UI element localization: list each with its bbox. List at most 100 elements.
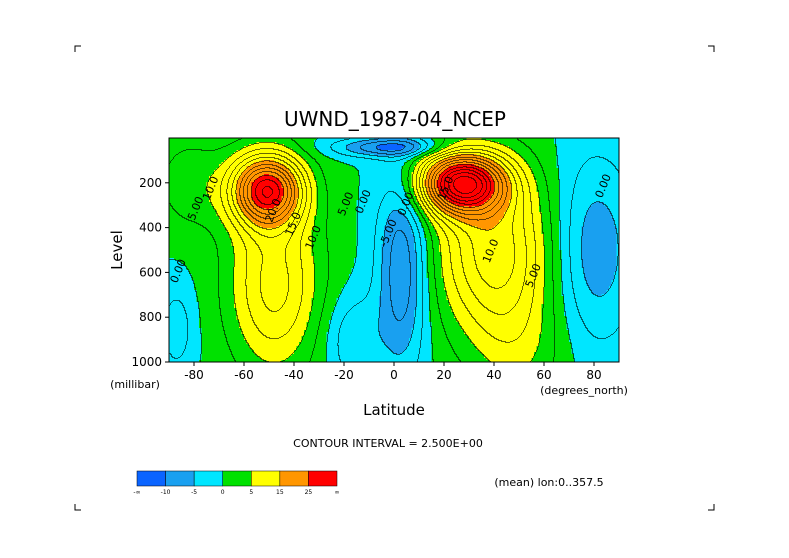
field-cell bbox=[552, 140, 555, 142]
field-cell bbox=[409, 162, 412, 164]
field-cell bbox=[472, 172, 475, 174]
field-cell bbox=[222, 152, 225, 154]
field-cell bbox=[492, 142, 495, 144]
field-cell bbox=[174, 152, 177, 154]
field-cell bbox=[522, 146, 525, 148]
field-cell bbox=[332, 150, 335, 152]
field-cell bbox=[354, 178, 357, 180]
field-cell bbox=[354, 154, 357, 156]
field-cell bbox=[564, 150, 567, 152]
field-cell bbox=[329, 180, 332, 182]
field-cell bbox=[569, 182, 572, 184]
field-cell bbox=[392, 150, 395, 152]
field-cell bbox=[547, 186, 550, 188]
field-cell bbox=[304, 164, 307, 166]
field-cell bbox=[362, 152, 365, 154]
field-cell bbox=[587, 178, 590, 180]
field-cell bbox=[522, 144, 525, 146]
field-cell bbox=[234, 144, 237, 146]
field-cell bbox=[312, 190, 315, 192]
field-cell bbox=[202, 162, 205, 164]
field-cell bbox=[184, 142, 187, 144]
field-cell bbox=[312, 166, 315, 168]
field-cell bbox=[174, 150, 177, 152]
field-cell bbox=[247, 180, 250, 182]
field-cell bbox=[587, 190, 590, 192]
field-cell bbox=[579, 188, 582, 190]
field-cell bbox=[357, 190, 360, 192]
field-cell bbox=[179, 162, 182, 164]
field-cell bbox=[467, 174, 470, 176]
field-cell bbox=[299, 158, 302, 160]
field-cell bbox=[569, 146, 572, 148]
field-cell bbox=[452, 174, 455, 176]
field-cell bbox=[317, 142, 320, 144]
field-cell bbox=[344, 166, 347, 168]
field-cell bbox=[392, 184, 395, 186]
field-cell bbox=[237, 156, 240, 158]
field-cell bbox=[377, 146, 380, 148]
field-cell bbox=[387, 186, 390, 188]
field-cell bbox=[289, 152, 292, 154]
field-cell bbox=[577, 182, 580, 184]
field-cell bbox=[507, 172, 510, 174]
field-cell bbox=[512, 190, 515, 192]
field-cell bbox=[522, 178, 525, 180]
field-cell bbox=[502, 162, 505, 164]
field-cell bbox=[417, 172, 420, 174]
field-cell bbox=[437, 152, 440, 154]
field-cell bbox=[239, 154, 242, 156]
field-cell bbox=[592, 184, 595, 186]
field-cell bbox=[362, 156, 365, 158]
field-cell bbox=[539, 182, 542, 184]
field-cell bbox=[307, 192, 310, 194]
field-cell bbox=[602, 148, 605, 150]
field-cell bbox=[482, 146, 485, 148]
field-cell bbox=[432, 160, 435, 162]
field-cell bbox=[574, 152, 577, 154]
field-cell bbox=[332, 184, 335, 186]
field-cell bbox=[232, 164, 235, 166]
field-cell bbox=[602, 164, 605, 166]
field-cell bbox=[304, 146, 307, 148]
field-cell bbox=[237, 176, 240, 178]
field-cell bbox=[524, 186, 527, 188]
field-cell bbox=[272, 174, 275, 176]
field-cell bbox=[217, 168, 220, 170]
field-cell bbox=[197, 180, 200, 182]
field-cell bbox=[589, 176, 592, 178]
field-cell bbox=[532, 184, 535, 186]
field-cell bbox=[267, 166, 270, 168]
field-cell bbox=[607, 152, 610, 154]
field-cell bbox=[347, 142, 350, 144]
field-cell bbox=[247, 178, 250, 180]
field-cell bbox=[242, 188, 245, 190]
field-cell bbox=[584, 176, 587, 178]
field-cell bbox=[307, 188, 310, 190]
field-cell bbox=[589, 180, 592, 182]
field-cell bbox=[347, 170, 350, 172]
field-cell bbox=[354, 140, 357, 142]
field-cell bbox=[417, 184, 420, 186]
field-cell bbox=[227, 178, 230, 180]
field-cell bbox=[509, 152, 512, 154]
field-cell bbox=[567, 152, 570, 154]
field-cell bbox=[602, 142, 605, 144]
field-cell bbox=[377, 160, 380, 162]
field-cell bbox=[347, 154, 350, 156]
field-cell bbox=[472, 184, 475, 186]
field-cell bbox=[394, 164, 397, 166]
field-cell bbox=[442, 166, 445, 168]
field-cell bbox=[187, 184, 190, 186]
field-cell bbox=[374, 162, 377, 164]
field-cell bbox=[449, 142, 452, 144]
field-cell bbox=[227, 190, 230, 192]
field-cell bbox=[407, 164, 410, 166]
field-cell bbox=[559, 172, 562, 174]
field-cell bbox=[407, 160, 410, 162]
field-cell bbox=[409, 170, 412, 172]
field-cell bbox=[282, 140, 285, 142]
field-cell bbox=[457, 184, 460, 186]
field-cell bbox=[539, 154, 542, 156]
field-cell bbox=[612, 188, 615, 190]
